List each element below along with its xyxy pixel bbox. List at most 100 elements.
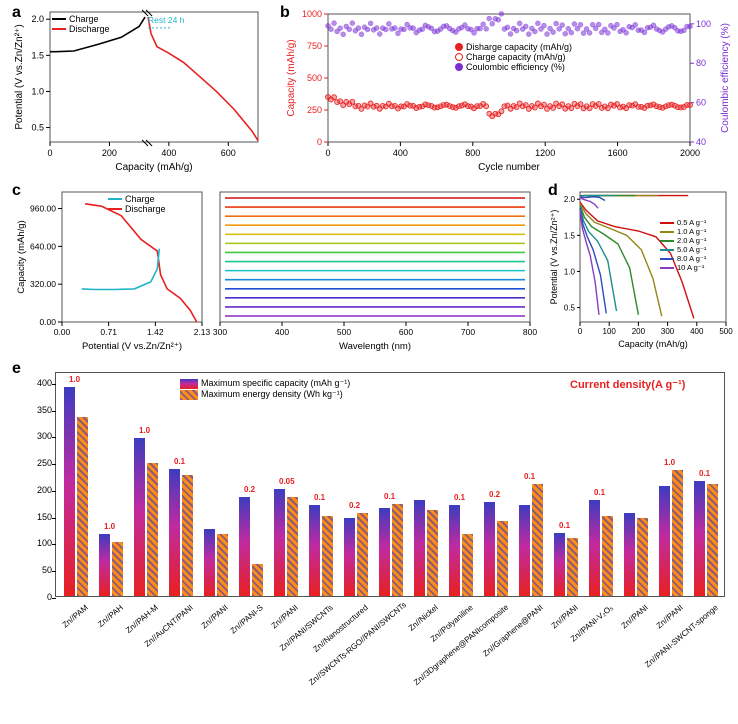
svg-text:1.5: 1.5	[31, 50, 44, 60]
bar-energy	[147, 463, 158, 596]
bar-spec	[309, 505, 320, 596]
bar-energy	[252, 564, 263, 596]
bar-spec	[64, 387, 75, 596]
svg-text:Capacity (mAh/g): Capacity (mAh/g)	[16, 220, 27, 293]
svg-text:1.5: 1.5	[564, 231, 576, 240]
current-density-value: 0.2	[349, 501, 360, 510]
bar-energy	[427, 510, 438, 596]
svg-text:1.42: 1.42	[147, 327, 164, 337]
svg-text:600: 600	[221, 148, 236, 158]
bar-spec	[239, 497, 250, 596]
current-density-value: 1.0	[69, 375, 80, 384]
svg-text:1200: 1200	[535, 148, 555, 158]
svg-text:Capacity (mAh/g): Capacity (mAh/g)	[618, 339, 688, 349]
chart-a: 02004006000.51.01.52.0Rest 24 hCapacity …	[10, 4, 265, 172]
svg-text:Wavelength (nm): Wavelength (nm)	[339, 341, 411, 352]
panel-d: d 01002003004005000.51.01.52.0Capacity (…	[548, 182, 733, 352]
bar-energy	[287, 497, 298, 596]
svg-text:400: 400	[161, 148, 176, 158]
svg-text:Capacity (mAh/g): Capacity (mAh/g)	[115, 162, 192, 172]
svg-text:100: 100	[696, 19, 711, 29]
chart-c: 0.00 0.71 1.42 2.13 0.00 320.00 640.00 960.00 Po…	[10, 182, 540, 352]
svg-text:2.0: 2.0	[564, 195, 576, 204]
bar-spec	[414, 500, 425, 596]
bar-spec	[169, 469, 180, 597]
legend-b1: Disharge capacity (mAh/g)	[455, 42, 572, 52]
legend-b: Disharge capacity (mAh/g) Charge capacit…	[455, 42, 572, 72]
label-e: e	[12, 360, 21, 378]
panel-e: e 0501001502002503003504001.01.01.00.10.…	[10, 360, 730, 718]
svg-text:2.13: 2.13	[194, 327, 211, 337]
bar-energy	[567, 538, 578, 596]
bar-spec	[134, 438, 145, 596]
bar-energy	[497, 521, 508, 596]
current-density-value: 0.1	[174, 457, 185, 466]
bar-energy	[182, 475, 193, 596]
chart-b: 0400800120016002000025050075010004060801…	[280, 4, 730, 172]
bar-spec	[484, 502, 495, 596]
svg-text:0: 0	[317, 137, 322, 147]
svg-text:600: 600	[399, 327, 413, 337]
bar-energy	[217, 534, 228, 596]
legend-a: Charge Discharge	[52, 14, 110, 34]
svg-text:320.00: 320.00	[30, 279, 56, 289]
bar-energy	[77, 417, 88, 596]
svg-text:Potential (V vs.Zn/Zn²⁺): Potential (V vs.Zn/Zn²⁺)	[82, 341, 182, 352]
svg-text:400: 400	[393, 148, 408, 158]
legend-c: Charge Discharge	[108, 194, 166, 214]
svg-text:2.0: 2.0	[31, 14, 44, 24]
bar-energy	[322, 516, 333, 596]
bar-spec	[519, 505, 530, 596]
legend-c-charge: Charge	[108, 194, 166, 204]
legend-b2: Charge capacity (mAh/g)	[455, 52, 572, 62]
current-density-value: 1.0	[664, 458, 675, 467]
svg-text:0: 0	[325, 148, 330, 158]
bar-energy	[462, 534, 473, 596]
bar-energy	[112, 542, 123, 596]
legend-e-energy: Maximum energy density (Wh kg⁻¹)	[180, 389, 350, 400]
current-density-value: 0.1	[314, 493, 325, 502]
svg-text:0.5: 0.5	[31, 123, 44, 133]
svg-text:Capacity (mAh/g): Capacity (mAh/g)	[286, 39, 297, 116]
svg-text:640.00: 640.00	[30, 241, 56, 251]
svg-text:1600: 1600	[608, 148, 628, 158]
svg-text:Coulombic efficiency (%): Coulombic efficiency (%)	[720, 23, 730, 133]
current-density-value: 0.1	[559, 521, 570, 530]
svg-text:750: 750	[307, 41, 322, 51]
bar-spec	[659, 486, 670, 596]
svg-text:500: 500	[307, 73, 322, 83]
svg-text:400: 400	[690, 327, 704, 336]
svg-text:200: 200	[102, 148, 117, 158]
svg-text:1000: 1000	[302, 9, 322, 19]
svg-text:1.0: 1.0	[564, 267, 576, 276]
bar-energy	[637, 518, 648, 596]
svg-text:500: 500	[719, 327, 733, 336]
current-density-value: 1.0	[139, 426, 150, 435]
svg-text:100: 100	[603, 327, 617, 336]
bar-energy	[707, 484, 718, 597]
legend-e: Maximum specific capacity (mAh g⁻¹) Maxi…	[180, 378, 350, 400]
svg-text:0.00: 0.00	[39, 317, 56, 327]
svg-text:Rest 24 h: Rest 24 h	[148, 15, 185, 25]
svg-text:800: 800	[465, 148, 480, 158]
bar-spec	[449, 505, 460, 596]
legend-discharge: Discharge	[52, 24, 110, 34]
svg-text:0: 0	[578, 327, 583, 336]
svg-text:0.00: 0.00	[54, 327, 71, 337]
bar-energy	[672, 470, 683, 596]
current-density-value: 0.1	[524, 472, 535, 481]
legend-d: 0.5 A g⁻¹1.0 A g⁻¹2.0 A g⁻¹5.0 A g⁻¹8.0 …	[660, 218, 706, 272]
bar-energy	[392, 504, 403, 596]
current-density-value: 0.2	[489, 490, 500, 499]
svg-text:0.71: 0.71	[100, 327, 117, 337]
bar-spec	[554, 533, 565, 596]
bar-spec	[99, 534, 110, 596]
panel-a: a 02004006000.51.01.52.0Rest 24 hCapacit…	[10, 4, 265, 172]
bar-spec	[379, 508, 390, 596]
svg-text:0: 0	[47, 148, 52, 158]
bar-energy	[532, 484, 543, 597]
bar-spec	[589, 500, 600, 596]
svg-text:300: 300	[213, 327, 227, 337]
svg-text:960.00: 960.00	[30, 204, 56, 214]
svg-text:400: 400	[275, 327, 289, 337]
